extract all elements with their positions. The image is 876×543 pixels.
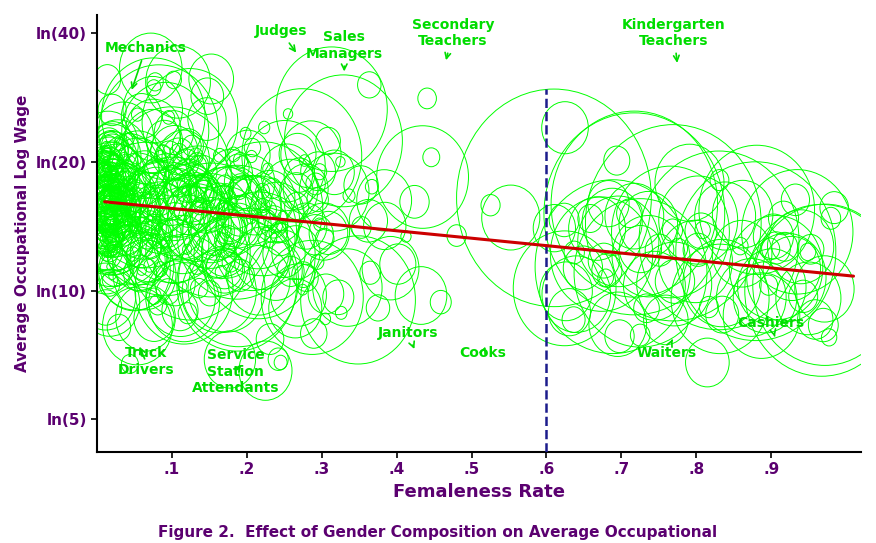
- Text: Service
Station
Attendants: Service Station Attendants: [192, 349, 279, 395]
- Text: Kindergarten
Teachers: Kindergarten Teachers: [622, 17, 725, 61]
- Text: Figure 2.  Effect of Gender Composition on Average Occupational: Figure 2. Effect of Gender Composition o…: [159, 525, 717, 540]
- Text: Janitors: Janitors: [378, 326, 438, 348]
- Text: Truck
Drivers: Truck Drivers: [117, 346, 174, 376]
- Text: Cashiers: Cashiers: [738, 317, 805, 336]
- Text: Sales
Managers: Sales Managers: [306, 30, 383, 70]
- Text: Cooks: Cooks: [459, 346, 506, 360]
- Text: Mechanics: Mechanics: [105, 41, 187, 88]
- X-axis label: Femaleness Rate: Femaleness Rate: [393, 483, 565, 501]
- Text: Waiters: Waiters: [636, 340, 696, 360]
- Text: Secondary
Teachers: Secondary Teachers: [412, 17, 494, 59]
- Text: Judges: Judges: [254, 24, 307, 51]
- Y-axis label: Average Occupational Log Wage: Average Occupational Log Wage: [15, 94, 30, 372]
